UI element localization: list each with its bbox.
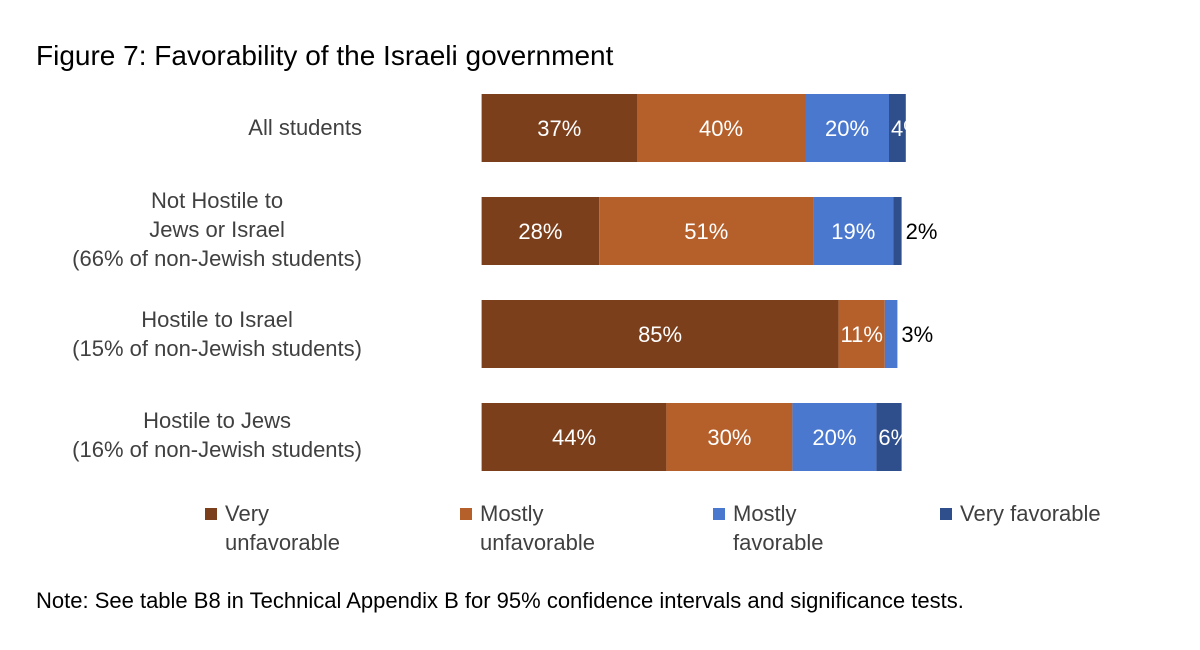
data-label-very-unfavorable-4: 44% xyxy=(552,425,596,450)
bar-very-favorable-2 xyxy=(893,197,902,265)
data-label-very-favorable-4: 6% xyxy=(878,425,910,450)
outside-label-3: 3% xyxy=(901,322,933,347)
bar-mostly-favorable-4 xyxy=(792,403,877,471)
legend-label: Very unfavorable xyxy=(225,501,340,555)
figure-title: Figure 7: Favorability of the Israeli go… xyxy=(36,40,614,71)
legend-item-mostly-favorable: Mostly favorable xyxy=(713,499,824,557)
legend-item-mostly-unfavorable: Mostly unfavorable xyxy=(460,499,595,557)
category-label-3: Hostile to Israel (15% of non-Jewish stud… xyxy=(72,305,362,363)
category-label-line: Hostile to Israel xyxy=(141,307,293,332)
data-label-mostly-unfavorable-3: 11% xyxy=(840,322,882,347)
data-label-mostly-favorable-1: 20% xyxy=(825,116,869,141)
bar-very-unfavorable-1 xyxy=(481,94,637,162)
data-label-mostly-unfavorable-4: 30% xyxy=(707,425,751,450)
data-label-very-unfavorable-2: 28% xyxy=(518,219,562,244)
category-label-line: (16% of non-Jewish students) xyxy=(72,437,362,462)
data-label-mostly-unfavorable-2: 51% xyxy=(684,219,728,244)
category-label-line: (15% of non-Jewish students) xyxy=(72,336,362,361)
figure-note: Note: See table B8 in Technical Appendix… xyxy=(36,588,964,613)
bar-very-favorable-1 xyxy=(889,94,906,162)
bar-mostly-unfavorable-4 xyxy=(666,403,793,471)
bar-very-unfavorable-2 xyxy=(481,197,600,265)
data-label-mostly-favorable-2: 19% xyxy=(831,219,875,244)
category-label-4: Hostile to Jews (16% of non-Jewish studen… xyxy=(72,406,362,464)
category-label-line: (66% of non-Jewish students) xyxy=(72,246,362,271)
data-label-very-unfavorable-3: 85% xyxy=(638,322,682,347)
legend-swatch xyxy=(940,508,952,520)
category-label-line: All students xyxy=(248,115,362,140)
legend-swatch xyxy=(713,508,725,520)
bar-mostly-unfavorable-2 xyxy=(599,197,814,265)
bar-mostly-favorable-3 xyxy=(884,300,898,368)
legend-swatch xyxy=(460,508,472,520)
data-label-mostly-unfavorable-1: 40% xyxy=(699,116,743,141)
category-label-line: Hostile to Jews xyxy=(143,408,292,433)
bar-very-unfavorable-3 xyxy=(481,300,839,368)
bar-mostly-favorable-2 xyxy=(813,197,894,265)
legend-label: Mostly favorable xyxy=(733,501,824,555)
legend-label: Mostly unfavorable xyxy=(480,501,595,555)
legend-label: Very favorable xyxy=(960,501,1101,526)
bar-very-unfavorable-4 xyxy=(481,403,667,471)
data-label-very-favorable-2: 2% xyxy=(906,219,938,244)
category-label-line: Jews or Israel xyxy=(149,217,285,242)
legend-swatch xyxy=(205,508,217,520)
category-label-line: Not Hostile to xyxy=(151,188,284,213)
bar-mostly-favorable-1 xyxy=(805,94,889,162)
bar-very-favorable-4 xyxy=(876,403,902,471)
legend-item-very-unfavorable: Very unfavorable xyxy=(205,499,340,557)
data-label-very-favorable-1: 4% xyxy=(891,116,923,141)
data-label-mostly-favorable-4: 20% xyxy=(812,425,856,450)
data-label-very-unfavorable-1: 37% xyxy=(537,116,581,141)
bar-mostly-unfavorable-3 xyxy=(838,300,885,368)
legend-item-very-favorable: Very favorable xyxy=(940,499,1101,528)
category-label-1: All students xyxy=(248,113,362,142)
bar-mostly-unfavorable-1 xyxy=(637,94,805,162)
category-label-2: Not Hostile to Jews or Israel (66% of non-… xyxy=(72,186,362,273)
